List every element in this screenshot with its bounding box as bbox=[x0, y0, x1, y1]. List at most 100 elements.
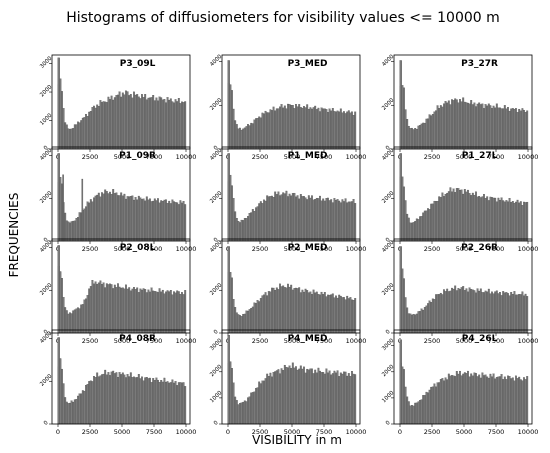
histogram-bar bbox=[475, 106, 477, 150]
histogram-bar bbox=[523, 295, 525, 334]
x-tick-label: 2500 bbox=[252, 428, 269, 436]
histogram-bar bbox=[279, 106, 281, 150]
x-tick-label: 2500 bbox=[424, 428, 441, 436]
histogram-bar bbox=[94, 107, 97, 150]
histogram-bar bbox=[237, 128, 240, 150]
histogram-bar bbox=[403, 87, 405, 150]
histogram-bar bbox=[177, 204, 180, 242]
histogram-bar bbox=[526, 201, 529, 242]
histogram-bar bbox=[428, 389, 431, 425]
histogram-bar bbox=[73, 399, 76, 425]
histogram-bar bbox=[290, 284, 293, 334]
x-tick-label: 7500 bbox=[488, 153, 505, 161]
histogram-bar bbox=[290, 195, 293, 242]
histogram-bar bbox=[182, 294, 185, 334]
histogram-bar bbox=[444, 291, 447, 334]
histogram-bar bbox=[484, 104, 487, 150]
histogram-bar bbox=[463, 290, 466, 334]
panel-title: P2_08L bbox=[120, 243, 156, 253]
histogram-bar bbox=[173, 382, 175, 425]
histogram-bar bbox=[83, 390, 86, 425]
x-tick-label: 7500 bbox=[316, 337, 333, 345]
histogram-bar bbox=[85, 385, 87, 425]
histogram-bar bbox=[428, 209, 431, 242]
histogram-bar bbox=[99, 280, 102, 334]
histogram-bar bbox=[317, 198, 320, 242]
histogram-bar bbox=[481, 372, 484, 425]
histogram-bar bbox=[86, 116, 89, 150]
histogram-bar bbox=[112, 288, 115, 334]
histogram-bar bbox=[519, 201, 522, 242]
histogram-bar bbox=[475, 292, 477, 334]
histogram-bar bbox=[519, 294, 522, 334]
histogram-bar bbox=[403, 369, 405, 425]
histogram-bar bbox=[231, 90, 233, 150]
histogram-bar bbox=[508, 295, 511, 334]
histogram-bar bbox=[121, 287, 124, 334]
histogram-bar bbox=[247, 397, 249, 425]
panel-p4-26l: 0 1000 2000 3000 0 2500 5000 7500 10000 P4_26L bbox=[381, 329, 538, 436]
histogram-bar bbox=[423, 307, 426, 334]
histogram-bar bbox=[256, 206, 259, 242]
histogram-bar bbox=[481, 196, 484, 242]
histogram-bar bbox=[109, 99, 111, 150]
histogram-bar bbox=[306, 199, 309, 242]
histogram-bar bbox=[352, 114, 355, 150]
histogram-peak-bar bbox=[57, 337, 60, 425]
histogram-bar bbox=[274, 191, 277, 242]
x-tick-label: 5000 bbox=[456, 428, 473, 436]
histogram-bar bbox=[451, 99, 453, 150]
histogram-bar bbox=[508, 376, 511, 425]
histogram-bar bbox=[259, 201, 262, 242]
histogram-bar bbox=[163, 377, 166, 425]
histogram-bar bbox=[61, 91, 63, 150]
histogram-bar bbox=[64, 307, 67, 334]
histogram-bar bbox=[454, 192, 457, 242]
histogram-bar bbox=[315, 372, 318, 425]
histogram-bar bbox=[479, 197, 482, 242]
histogram-bar bbox=[335, 200, 337, 242]
axes-frame bbox=[393, 146, 533, 242]
histogram-peak-bar bbox=[57, 245, 60, 334]
histogram-bar bbox=[505, 379, 508, 425]
histogram-bar bbox=[115, 372, 118, 425]
histogram-bar bbox=[454, 285, 457, 334]
histogram-bar bbox=[75, 217, 78, 242]
histogram-bar bbox=[80, 120, 83, 150]
histogram-bar bbox=[322, 372, 325, 425]
histogram-bar bbox=[471, 192, 474, 242]
axes-frame bbox=[221, 146, 361, 242]
histogram-bar bbox=[295, 287, 297, 334]
histogram-bar bbox=[287, 196, 289, 242]
histogram-bar bbox=[129, 290, 132, 334]
histogram-bar bbox=[269, 291, 272, 334]
histogram-bar bbox=[282, 107, 285, 150]
histogram-bar bbox=[177, 382, 180, 425]
histogram-peak-bar bbox=[399, 153, 402, 242]
histogram-bar bbox=[495, 103, 498, 150]
histogram-bar bbox=[117, 94, 119, 150]
histogram-bar bbox=[317, 107, 320, 150]
histogram-bar bbox=[331, 202, 334, 242]
histogram-bar bbox=[120, 374, 123, 425]
histogram-bar bbox=[422, 395, 425, 425]
histogram-bar bbox=[149, 291, 151, 334]
histogram-bar bbox=[470, 289, 473, 334]
histogram-bar bbox=[258, 116, 261, 150]
histogram-bar bbox=[494, 197, 497, 242]
histogram-bar bbox=[438, 108, 441, 150]
histogram-bar bbox=[64, 212, 67, 242]
panel-p2-med: 020004000025005000750010000P2_MED bbox=[209, 238, 366, 345]
histogram-bar bbox=[165, 199, 167, 242]
y-tick-label: 2000 bbox=[39, 190, 53, 204]
histogram-bar bbox=[438, 382, 441, 425]
histogram-bar bbox=[351, 201, 353, 242]
histogram-bar bbox=[335, 372, 337, 425]
y-axis-label: FREQUENCIES bbox=[7, 193, 21, 278]
histogram-bar bbox=[163, 98, 166, 150]
histogram-bar bbox=[304, 288, 307, 334]
histogram-bar bbox=[425, 305, 428, 334]
histogram-bar bbox=[443, 103, 445, 150]
histogram-bar bbox=[515, 108, 517, 150]
